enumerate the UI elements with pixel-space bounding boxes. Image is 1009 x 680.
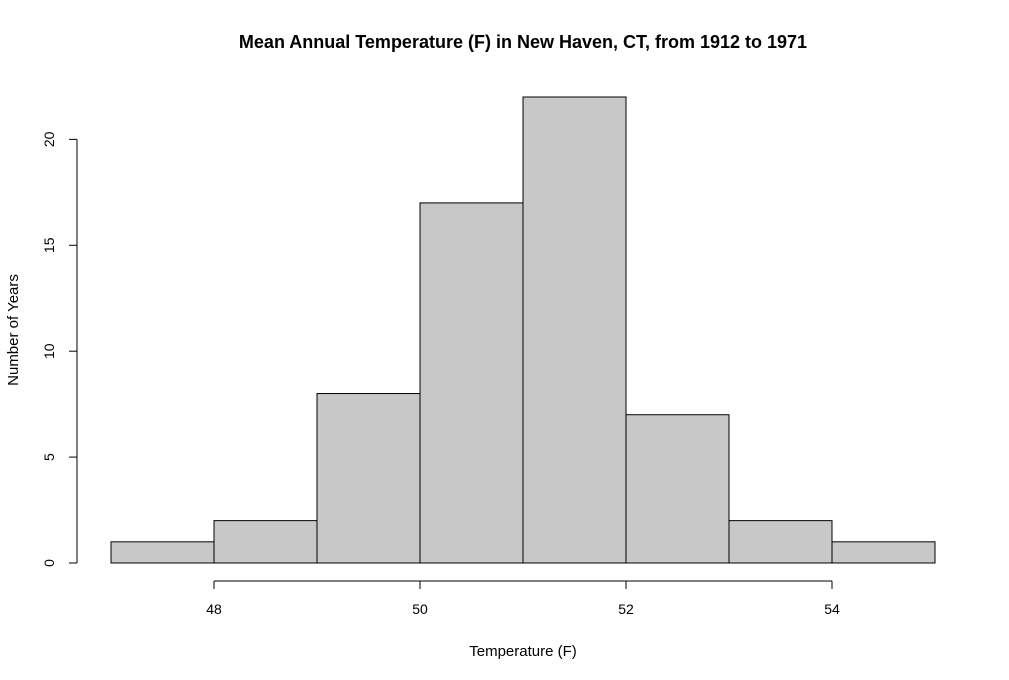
y-tick-label-15: 15 (41, 237, 57, 253)
x-tick-label-52: 52 (618, 601, 634, 617)
chart-title: Mean Annual Temperature (F) in New Haven… (239, 32, 807, 52)
bar-47-48 (110, 541, 215, 564)
bar-48-49 (213, 520, 318, 564)
bar-54-55 (831, 541, 936, 564)
x-axis-label: Temperature (F) (469, 643, 577, 660)
x-tick-label-48: 48 (206, 601, 222, 617)
y-axis-label: Number of Years (5, 274, 22, 386)
y-axis: 0 5 10 15 20 (41, 131, 78, 567)
bar-51-52 (522, 96, 627, 564)
x-tick-label-50: 50 (412, 601, 428, 617)
x-axis: 48 50 52 54 (206, 580, 840, 617)
bar-50-51 (419, 202, 524, 564)
y-tick-label-20: 20 (41, 131, 57, 147)
bars-group (110, 96, 936, 564)
bar-52-53 (625, 414, 730, 564)
y-tick-label-0: 0 (41, 559, 57, 567)
y-tick-label-10: 10 (41, 343, 57, 359)
y-tick-label-5: 5 (41, 453, 57, 461)
bar-53-54 (728, 520, 833, 564)
x-tick-label-54: 54 (824, 601, 840, 617)
bar-49-50 (316, 393, 421, 564)
